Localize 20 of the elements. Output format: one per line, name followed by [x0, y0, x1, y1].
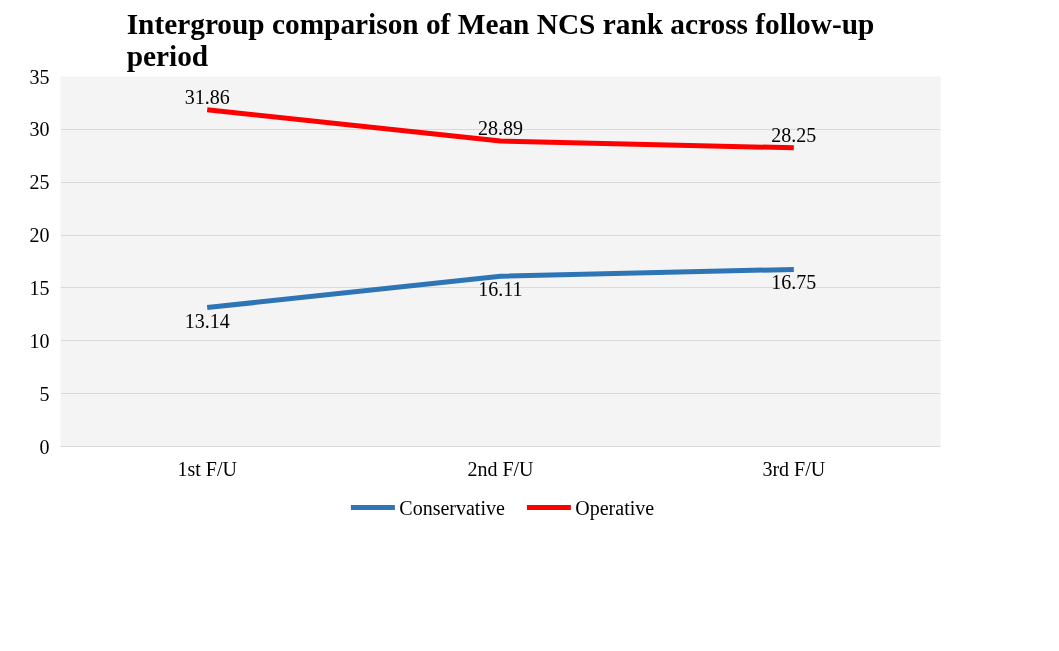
x-tick-label: 2nd F/U [467, 457, 535, 480]
y-tick-label: 30 [29, 118, 50, 141]
chart-title: Intergroup comparison of Mean NCS rank across follow-up period [126, 7, 875, 72]
legend-label: Operative [575, 496, 655, 520]
data-label: 13.14 [184, 309, 230, 332]
data-label: 28.25 [771, 123, 817, 146]
y-tick-label: 25 [29, 171, 50, 194]
data-label: 16.75 [771, 271, 817, 294]
y-tick-label: 10 [29, 329, 50, 352]
data-label: 31.86 [184, 85, 230, 108]
legend-label: Conservative [399, 496, 505, 519]
data-label: 16.11 [478, 278, 523, 301]
x-tick-label: 1st F/U [177, 457, 238, 480]
y-tick-label: 0 [39, 435, 50, 458]
y-tick-label: 35 [29, 65, 50, 88]
y-tick-label: 5 [39, 382, 50, 405]
data-label: 28.89 [478, 117, 523, 140]
y-tick-label: 20 [29, 224, 50, 247]
y-tick-label: 15 [29, 276, 50, 299]
x-tick-label: 3rd F/U [762, 457, 826, 480]
